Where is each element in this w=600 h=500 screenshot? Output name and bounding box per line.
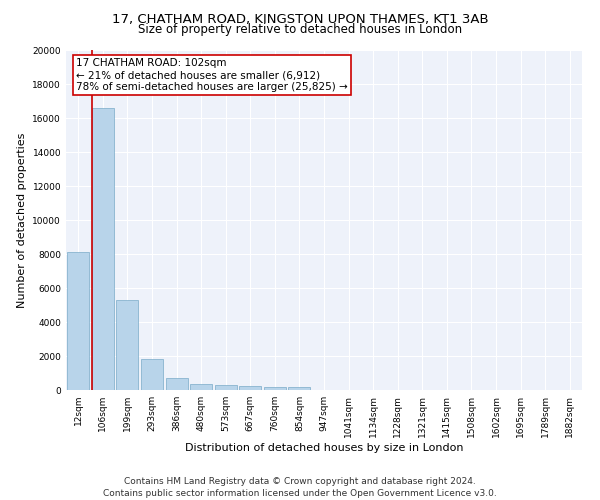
Bar xyxy=(67,252,89,390)
X-axis label: Distribution of detached houses by size in London: Distribution of detached houses by size … xyxy=(185,442,463,452)
Bar xyxy=(141,358,163,390)
Text: 17 CHATHAM ROAD: 102sqm
← 21% of detached houses are smaller (6,912)
78% of semi: 17 CHATHAM ROAD: 102sqm ← 21% of detache… xyxy=(76,58,348,92)
Bar xyxy=(116,300,139,390)
Text: Size of property relative to detached houses in London: Size of property relative to detached ho… xyxy=(138,22,462,36)
Bar xyxy=(166,378,188,390)
Text: 17, CHATHAM ROAD, KINGSTON UPON THAMES, KT1 3AB: 17, CHATHAM ROAD, KINGSTON UPON THAMES, … xyxy=(112,12,488,26)
Bar xyxy=(190,384,212,390)
Bar xyxy=(264,386,286,390)
Y-axis label: Number of detached properties: Number of detached properties xyxy=(17,132,27,308)
Bar xyxy=(215,386,237,390)
Bar xyxy=(92,108,114,390)
Bar xyxy=(289,387,310,390)
Bar xyxy=(239,386,262,390)
Text: Contains HM Land Registry data © Crown copyright and database right 2024.
Contai: Contains HM Land Registry data © Crown c… xyxy=(103,476,497,498)
